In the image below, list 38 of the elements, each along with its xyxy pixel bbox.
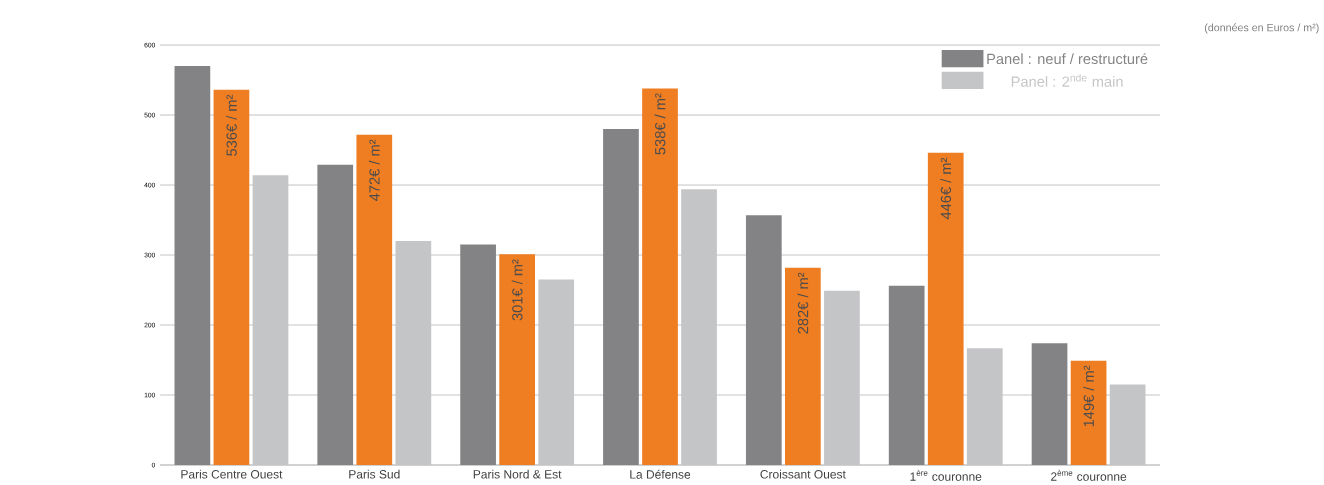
- x-tick-label: Croissant Ouest: [760, 469, 846, 479]
- data-label: 472€ / m²: [368, 139, 380, 201]
- bar: [499, 254, 536, 465]
- data-label: 538€ / m²: [654, 93, 666, 155]
- bar: [824, 290, 860, 465]
- x-tick-label: 2$^{ème}$ couronne: [1051, 469, 1127, 481]
- x-tick-label: La Défense: [630, 469, 691, 479]
- bar: [1031, 343, 1068, 465]
- bar: [252, 175, 289, 465]
- bar: [460, 244, 496, 465]
- bar: [966, 347, 1003, 465]
- bar: [1109, 384, 1146, 465]
- bar: [213, 89, 250, 465]
- bar: [395, 240, 432, 465]
- data-label: 149€ / m²: [1083, 365, 1094, 427]
- bar: [174, 65, 211, 465]
- bar: [642, 88, 678, 465]
- bar: [1070, 360, 1107, 465]
- bar: [927, 152, 964, 465]
- x-tick-label: 1$^{ère}$ couronne: [910, 469, 982, 481]
- text: (données en Euros / m²): [1204, 23, 1319, 34]
- data-label: 446€ / m²: [940, 157, 952, 220]
- x-tick-label: Paris Sud: [349, 469, 400, 479]
- data-label: 301€ / m²: [511, 259, 523, 321]
- bar: [538, 279, 575, 465]
- bar: [603, 128, 639, 465]
- legend-label: Panel : neuf / restructuré: [987, 53, 1148, 64]
- bar: [356, 134, 393, 465]
- bar: [745, 214, 782, 465]
- data-label: 282€ / m²: [797, 272, 809, 334]
- x-tick-label: Paris Nord & Est: [473, 469, 562, 479]
- bar: [317, 164, 354, 465]
- bar: [681, 189, 717, 465]
- legend-label: Panel : 2$^{nde}$ main: [1011, 73, 1123, 87]
- bar: [888, 285, 925, 465]
- x-tick-label: Paris Centre Ouest: [181, 469, 283, 479]
- bar: [785, 267, 821, 465]
- data-label: 536€ / m²: [226, 94, 237, 156]
